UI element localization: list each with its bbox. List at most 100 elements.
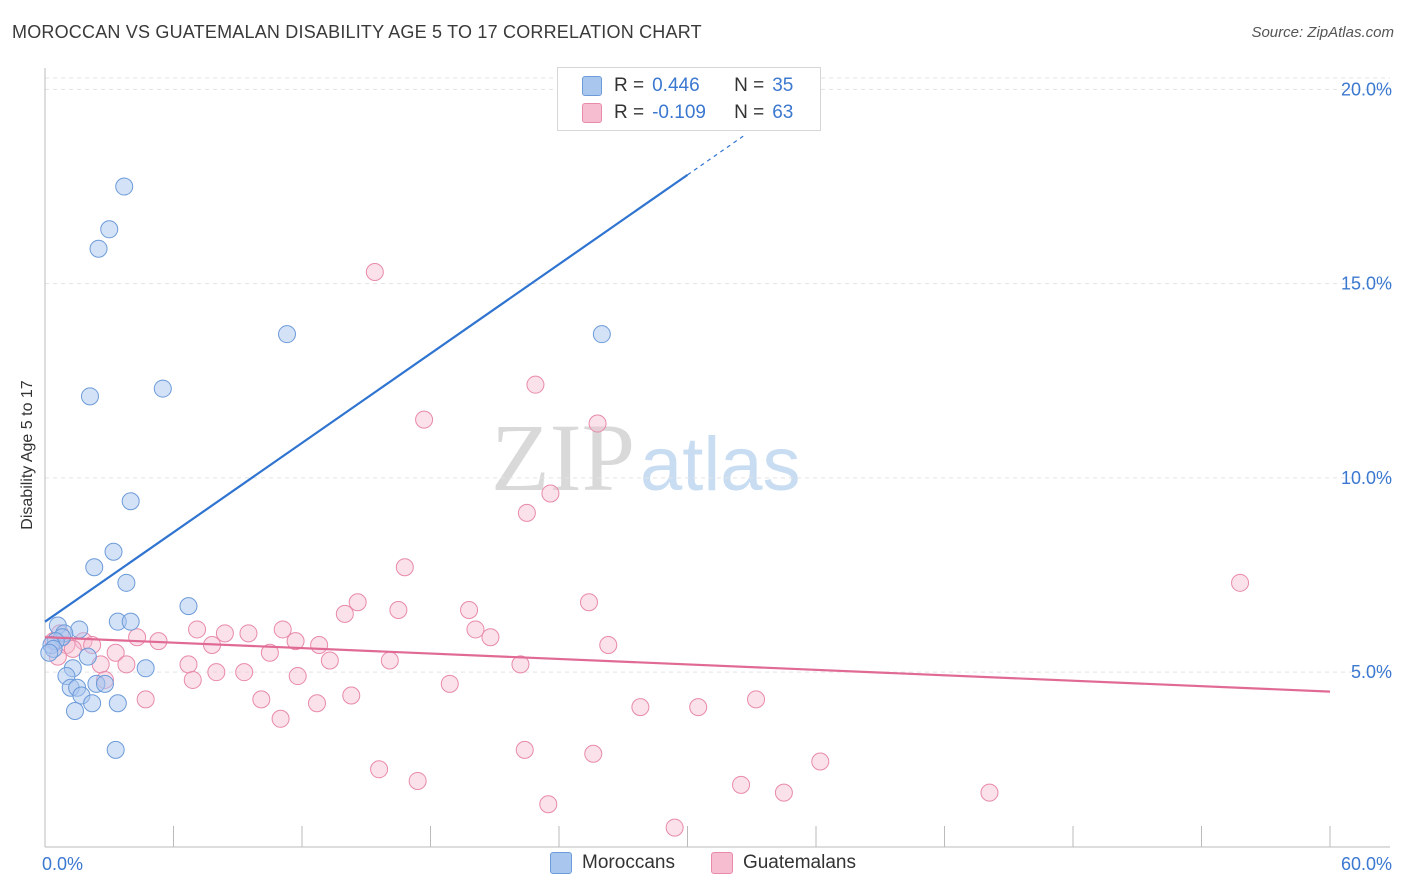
- guatemalan-point: [380, 651, 399, 670]
- guatemalan-point: [539, 795, 558, 814]
- correlation-legend: R = 0.446 N = 35 R = -0.109 N = 63: [557, 67, 821, 131]
- moroccan-point: [179, 597, 198, 616]
- guatemalan-point: [747, 690, 766, 709]
- x-tick-label-min: 0.0%: [42, 854, 83, 874]
- guatemalan-point: [183, 670, 202, 689]
- moroccans-trend-line: [44, 173, 689, 623]
- guatemalan-point: [207, 663, 226, 682]
- series-legend: Moroccans Guatemalans: [0, 852, 1406, 874]
- guatemalan-point: [63, 639, 82, 658]
- legend-label-guatemalans: Guatemalans: [742, 852, 856, 873]
- moroccan-point: [83, 694, 102, 713]
- moroccan-point: [121, 612, 140, 631]
- guatemalan-point: [179, 655, 198, 674]
- guatemalan-point: [415, 410, 434, 429]
- moroccan-point: [108, 694, 127, 713]
- y-tick-label: 10.0%: [1341, 468, 1392, 488]
- guatemalan-point: [665, 818, 684, 837]
- guatemalan-point: [811, 752, 830, 771]
- r-label: R =: [614, 75, 645, 96]
- guatemalan-point: [310, 635, 329, 654]
- guatemalan-point: [335, 604, 354, 623]
- moroccans-trend-extension: [687, 135, 744, 176]
- guatemalan-point: [239, 624, 258, 643]
- guatemalan-point: [579, 593, 598, 612]
- moroccan-point: [153, 379, 172, 398]
- guatemalan-point: [517, 503, 536, 522]
- moroccan-point: [78, 647, 97, 666]
- guatemalan-point: [515, 740, 534, 759]
- n-label: N =: [734, 102, 765, 123]
- guatemalan-point: [689, 698, 708, 717]
- legend-label-moroccans: Moroccans: [582, 852, 675, 873]
- guatemalan-point: [320, 651, 339, 670]
- guatemalan-point: [389, 601, 408, 620]
- guatemalan-point: [584, 744, 603, 763]
- n-label: N =: [734, 75, 765, 96]
- guatemalan-point: [271, 709, 290, 728]
- moroccan-point: [106, 740, 125, 759]
- guatemalan-point: [286, 632, 305, 651]
- guatemalan-point: [1231, 573, 1250, 592]
- n-value: 35: [772, 75, 794, 96]
- moroccans-swatch: [550, 852, 573, 874]
- moroccan-point: [80, 387, 99, 406]
- guatemalan-point: [631, 698, 650, 717]
- guatemalan-point: [117, 655, 136, 674]
- guatemalan-point: [370, 760, 389, 779]
- guatemalan-point: [408, 771, 427, 790]
- r-value: -0.109: [652, 102, 706, 123]
- guatemalan-point: [365, 263, 384, 282]
- r-label: R =: [614, 102, 645, 123]
- moroccan-point: [117, 573, 136, 592]
- guatemalan-point: [541, 484, 560, 503]
- guatemalan-point: [106, 643, 125, 662]
- guatemalans-trend-line: [44, 636, 1331, 693]
- legend-item-moroccans[interactable]: Moroccans: [550, 852, 675, 874]
- moroccan-point: [136, 659, 155, 678]
- guatemalan-point: [188, 620, 207, 639]
- legend-row-guatemalans: R = -0.109 N = 63: [582, 101, 793, 125]
- guatemalan-point: [511, 655, 530, 674]
- guatemalan-point: [288, 667, 307, 686]
- guatemalan-point: [128, 628, 147, 647]
- guatemalan-point: [342, 686, 361, 705]
- guatemalan-point: [215, 624, 234, 643]
- guatemalan-point: [252, 690, 271, 709]
- guatemalan-point: [235, 663, 254, 682]
- guatemalan-point: [348, 593, 367, 612]
- guatemalan-point: [460, 601, 479, 620]
- moroccan-point: [278, 325, 297, 344]
- moroccan-point: [592, 325, 611, 344]
- moroccan-point: [85, 558, 104, 577]
- legend-item-guatemalans[interactable]: Guatemalans: [710, 852, 856, 874]
- watermark-atlas: atlas: [640, 422, 801, 507]
- guatemalans-swatch: [582, 103, 602, 123]
- moroccan-point: [89, 239, 108, 258]
- moroccan-point: [104, 542, 123, 561]
- guatemalan-point: [307, 694, 326, 713]
- moroccans-swatch: [582, 76, 602, 96]
- guatemalan-point: [260, 643, 279, 662]
- watermark-zip: ZIP: [491, 404, 635, 511]
- moroccan-point: [100, 220, 119, 239]
- n-value: 63: [772, 102, 794, 123]
- y-tick-label: 15.0%: [1341, 274, 1392, 294]
- moroccan-point: [70, 620, 89, 639]
- moroccan-point: [115, 177, 134, 196]
- moroccan-point: [121, 492, 140, 511]
- legend-row-moroccans: R = 0.446 N = 35: [582, 74, 793, 98]
- guatemalan-point: [774, 783, 793, 802]
- x-tick-label-max: 60.0%: [1341, 854, 1392, 874]
- y-tick-label: 20.0%: [1341, 79, 1392, 99]
- guatemalan-point: [481, 628, 500, 647]
- guatemalan-point: [588, 414, 607, 433]
- source-credit: Source: ZipAtlas.com: [1251, 24, 1394, 41]
- guatemalan-point: [599, 635, 618, 654]
- guatemalan-point: [466, 620, 485, 639]
- guatemalan-point: [136, 690, 155, 709]
- moroccan-point: [65, 702, 84, 721]
- guatemalan-point: [526, 375, 545, 394]
- guatemalan-point: [732, 775, 751, 794]
